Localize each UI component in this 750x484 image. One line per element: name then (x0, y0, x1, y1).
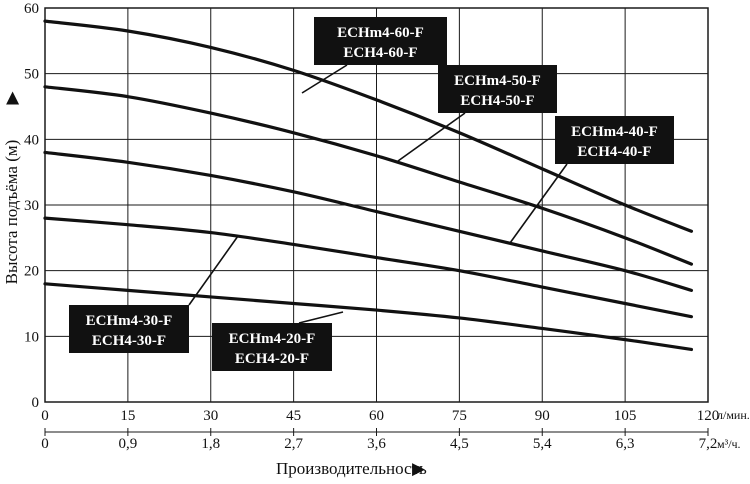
x-axis-title: Производительность (276, 459, 427, 478)
pump-curve-1 (43, 19, 694, 233)
label-leader-line (397, 112, 466, 162)
label-leaders (188, 64, 568, 324)
x-tick-label-primary: 105 (614, 408, 637, 424)
series-label-text: ECHm4-40-F (571, 124, 658, 140)
label-leader-line (509, 163, 568, 244)
pump-curve-3 (43, 150, 694, 292)
x-tick-label-primary: 75 (452, 408, 467, 424)
x-tick-label-secondary: 2,7 (284, 436, 303, 452)
series-label-text: ECHm4-50-F (454, 73, 541, 89)
x-tick-label-primary: 30 (203, 408, 218, 424)
y-tick-label: 20 (24, 264, 39, 280)
series-label-text: ECH4-40-F (577, 144, 651, 160)
series-label-box (212, 323, 332, 371)
x-tick-label-primary: 45 (286, 408, 301, 424)
x-tick-label-primary: 90 (535, 408, 550, 424)
series-label-text: ECH4-60-F (343, 45, 417, 61)
series-label-text: ECH4-50-F (460, 93, 534, 109)
y-axis-title: Высота подъёма (м) (2, 140, 21, 285)
plot-frame (44, 7, 709, 403)
series-label-2: ECHm4-50-F ECH4-50-F (438, 65, 557, 113)
series-label-3: ECHm4-40-F ECH4-40-F (555, 116, 674, 164)
series-label-text: ECHm4-60-F (337, 25, 424, 41)
series-label-text: ECH4-30-F (92, 333, 166, 349)
y-tick-label: 10 (24, 329, 39, 345)
series-label-text: ECHm4-30-F (86, 313, 173, 329)
series-label-5: ECHm4-20-F ECH4-20-F (212, 323, 332, 371)
x-tick-label-secondary: 5,4 (533, 436, 552, 452)
x-tick-label-secondary: 6,3 (616, 436, 635, 452)
label-leader-line (298, 311, 344, 324)
series-label-box (69, 305, 189, 353)
series-labels: ECHm4-60-FECH4-60-FECHm4-50-FECH4-50-FEC… (69, 17, 674, 371)
series-label-text: ECH4-20-F (235, 351, 309, 367)
pump-curve-4 (43, 216, 694, 319)
x-tick-label-primary: 120 (697, 408, 720, 424)
x-tick-label-secondary: 1,8 (201, 436, 220, 452)
y-tick-label: 50 (24, 67, 39, 83)
series-label-text: ECHm4-20-F (229, 331, 316, 347)
pump-curve-5 (43, 282, 694, 352)
series-label-box (555, 116, 674, 164)
curves (43, 19, 694, 352)
x-unit-primary: л/мин. (717, 408, 750, 422)
label-leader-line (301, 64, 348, 94)
x-tick-label-secondary: 0 (41, 436, 49, 452)
x-tick-label-primary: 60 (369, 408, 384, 424)
y-axis-arrow-icon: ▶ (2, 91, 21, 105)
series-label-1: ECHm4-60-F ECH4-60-F (314, 17, 447, 65)
y-tick-label: 30 (24, 198, 39, 214)
y-tick-label: 60 (24, 1, 39, 17)
series-label-4: ECHm4-30-F ECH4-30-F (69, 305, 189, 353)
series-label-box (314, 17, 447, 65)
x-tick-label-secondary: 0,9 (119, 436, 138, 452)
x-tick-label-secondary: 4,5 (450, 436, 469, 452)
pump-curve-2 (43, 85, 694, 266)
x-tick-label-secondary: 7,2 (699, 436, 718, 452)
x-unit-secondary: м³/ч. (717, 437, 741, 451)
x-tick-label-primary: 0 (41, 408, 49, 424)
series-label-box (438, 65, 557, 113)
x-axis-arrow-icon: ▶ (412, 459, 426, 478)
x-tick-label-primary: 15 (120, 408, 135, 424)
y-tick-label: 40 (24, 132, 39, 148)
y-tick-label: 0 (32, 395, 40, 411)
x-tick-label-secondary: 3,6 (367, 436, 386, 452)
label-leader-line (188, 235, 239, 306)
